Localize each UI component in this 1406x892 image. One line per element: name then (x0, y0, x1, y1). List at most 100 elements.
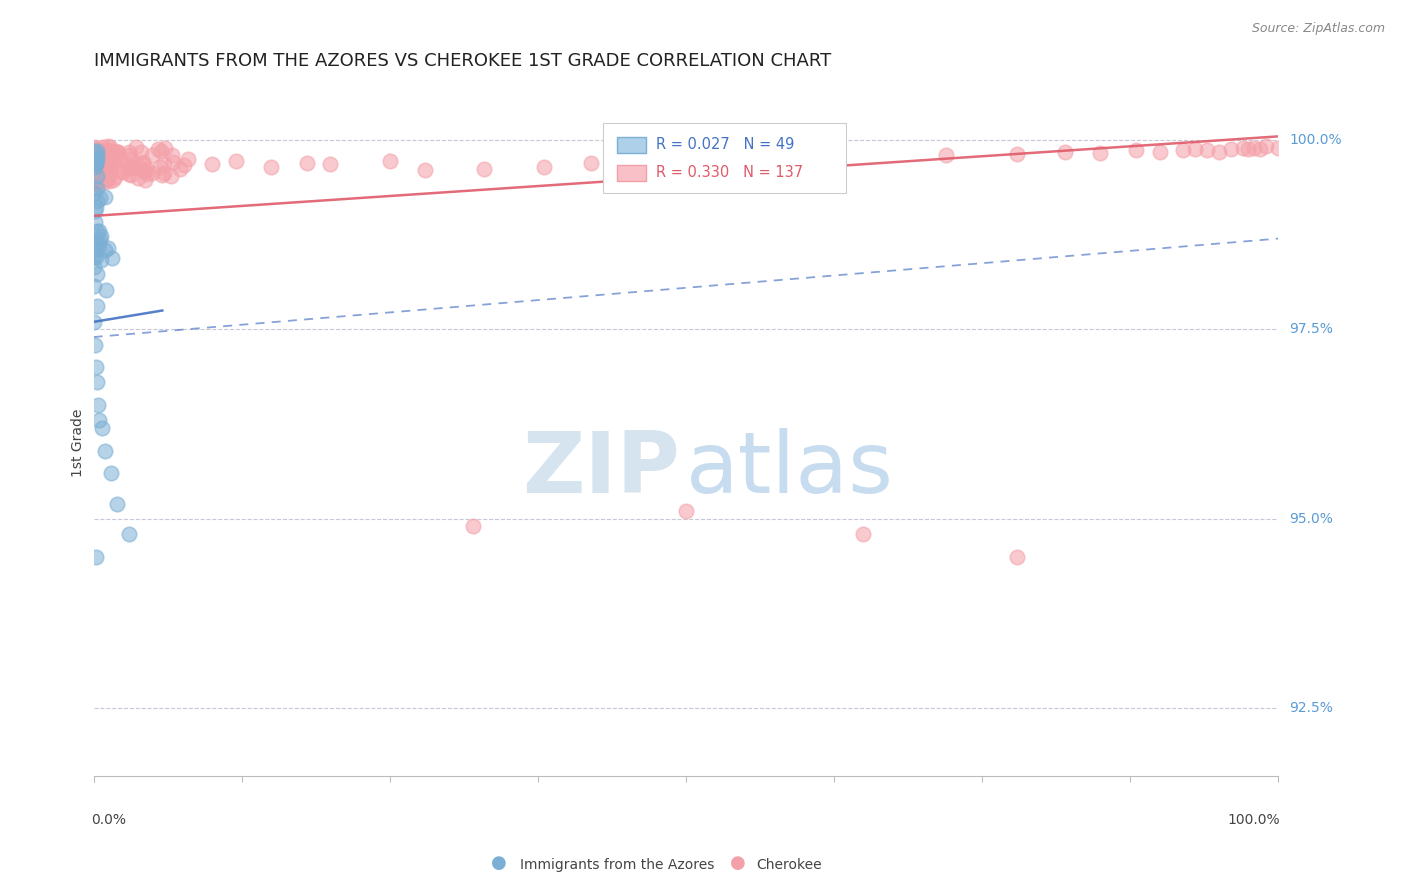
Point (97, 241, 120, 255)
Text: Source: ZipAtlas.com: Source: ZipAtlas.com (1251, 22, 1385, 36)
Point (118, 168, 141, 182)
Point (83, 145, 105, 159)
Point (87, 169, 110, 184)
Point (83, 153, 105, 167)
Point (89, 169, 111, 183)
Point (86, 169, 108, 184)
Point (1267, 141, 1289, 155)
Point (153, 157, 176, 171)
Point (83, 159, 105, 173)
Point (96, 172, 118, 186)
Text: ●: ● (730, 855, 747, 872)
Point (83, 140, 105, 154)
Point (84, 235, 107, 249)
Point (260, 160, 283, 174)
Point (104, 156, 127, 170)
Point (87, 241, 110, 255)
Point (1090, 146, 1112, 161)
Point (146, 142, 169, 156)
Point (107, 145, 129, 159)
Point (177, 152, 200, 166)
Point (150, 168, 173, 182)
Point (1256, 139, 1278, 153)
Text: atlas: atlas (686, 428, 894, 511)
Point (118, 161, 141, 175)
Point (149, 160, 172, 174)
Point (105, 145, 128, 160)
Point (86, 376, 108, 390)
Point (104, 148, 127, 162)
Point (83, 251, 105, 265)
Point (98, 152, 121, 166)
Point (1125, 143, 1147, 157)
Point (87, 151, 110, 165)
Point (160, 148, 183, 162)
Point (105, 145, 128, 159)
Point (125, 140, 148, 154)
Point (83, 279, 105, 293)
Point (83, 153, 105, 167)
Point (89, 191, 111, 205)
Point (83, 260, 105, 275)
Y-axis label: 1st Grade: 1st Grade (72, 409, 86, 477)
Point (86, 299, 108, 313)
Point (378, 154, 401, 169)
Point (129, 145, 152, 159)
Point (122, 160, 145, 174)
Point (319, 157, 342, 171)
Point (84, 360, 107, 375)
Text: 0.0%: 0.0% (91, 813, 127, 827)
Point (86, 181, 108, 195)
Point (84, 201, 107, 215)
Point (295, 156, 318, 170)
Point (86, 157, 108, 171)
Point (83, 161, 105, 175)
Point (651, 157, 673, 171)
Point (83, 152, 105, 166)
Point (89, 156, 111, 170)
Point (97, 143, 120, 157)
Point (83, 315, 105, 329)
Point (83, 167, 105, 181)
Point (155, 141, 177, 155)
Point (1184, 142, 1206, 156)
Point (100, 467, 122, 481)
Point (84, 173, 107, 187)
Text: R = 0.330   N = 137: R = 0.330 N = 137 (657, 165, 803, 180)
Point (127, 170, 149, 185)
Point (141, 166, 163, 180)
Point (1195, 143, 1218, 157)
Point (94, 169, 117, 184)
Point (111, 165, 134, 179)
Text: 95.0%: 95.0% (1289, 512, 1333, 525)
FancyBboxPatch shape (617, 136, 645, 153)
Point (84, 178, 107, 192)
Point (83, 337, 105, 351)
Point (90, 421, 112, 435)
Point (1208, 145, 1230, 159)
Point (110, 153, 132, 167)
Point (83, 243, 105, 257)
Point (1237, 142, 1260, 156)
Point (86, 224, 108, 238)
Point (97, 174, 120, 188)
Point (169, 162, 191, 177)
Point (120, 152, 142, 166)
Point (120, 169, 142, 183)
Point (852, 527, 875, 541)
Point (89, 151, 111, 165)
Point (101, 173, 124, 187)
Point (474, 161, 496, 176)
Point (87, 235, 110, 250)
Point (1243, 141, 1265, 155)
Point (89, 413, 111, 427)
Point (87, 174, 110, 188)
Point (87, 173, 110, 187)
Point (89, 169, 111, 184)
Text: 97.5%: 97.5% (1289, 322, 1333, 336)
Point (100, 140, 122, 154)
Point (104, 150, 127, 164)
Point (105, 497, 128, 511)
Point (90, 152, 112, 166)
Point (675, 504, 697, 518)
